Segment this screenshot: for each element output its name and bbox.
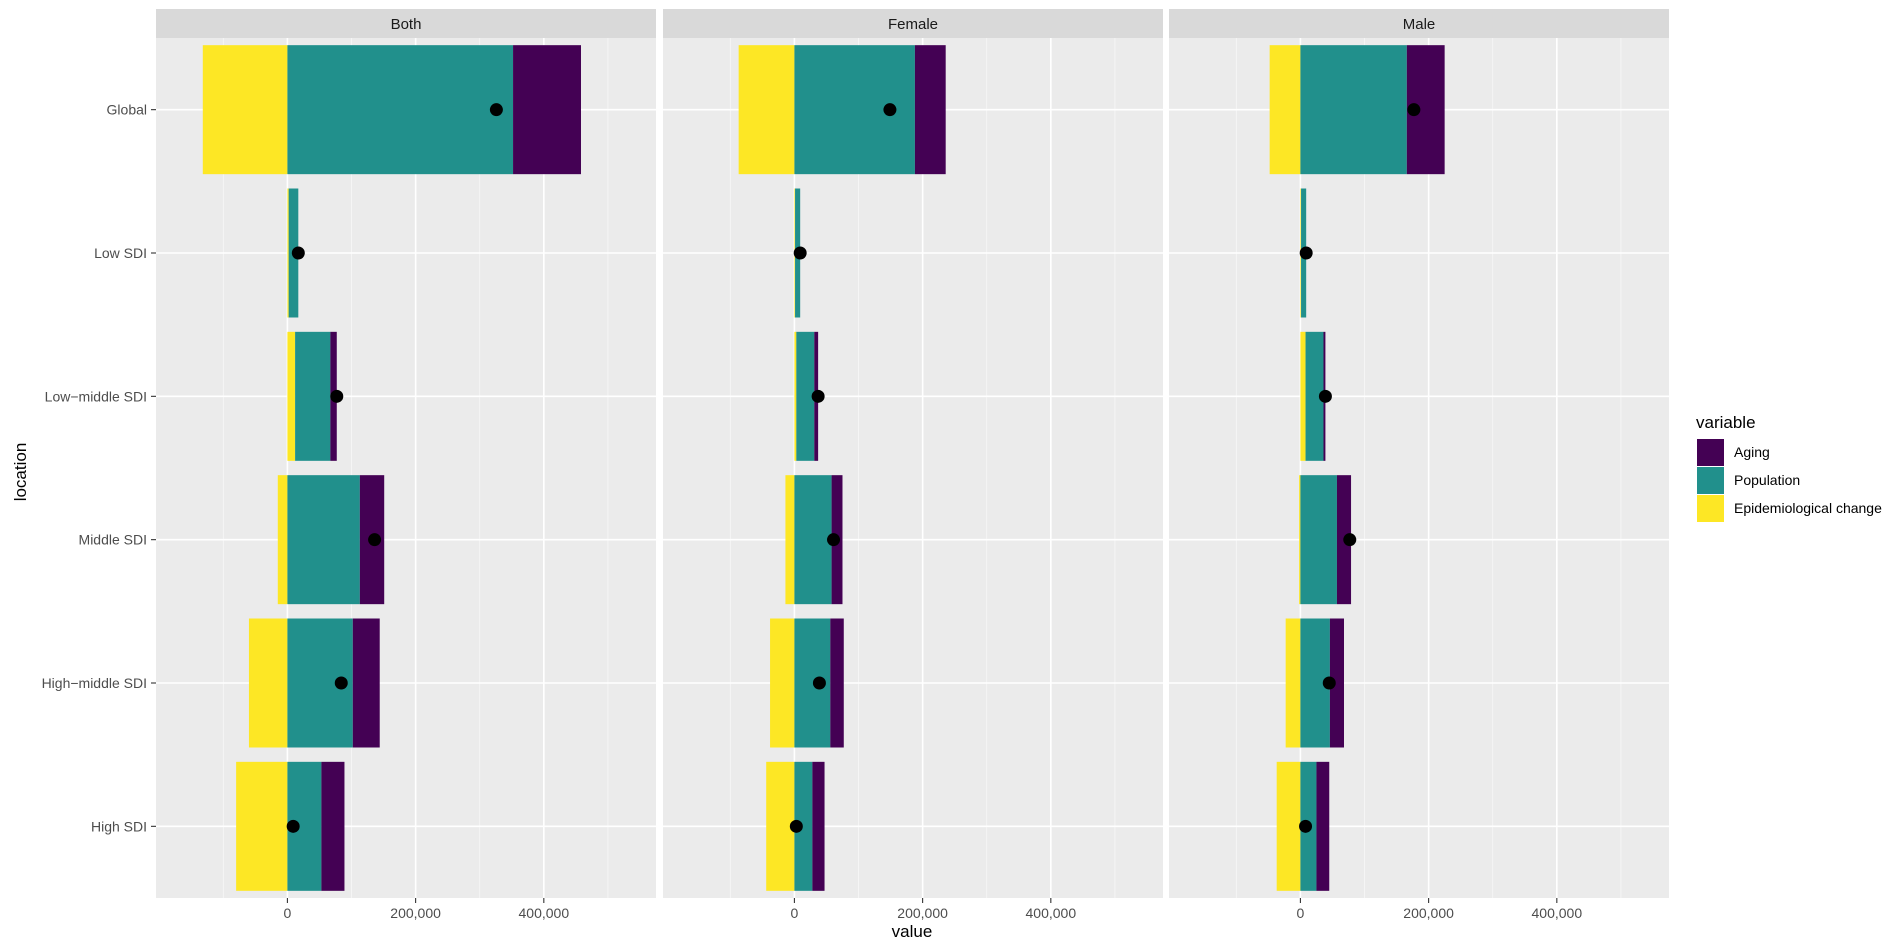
bar-aging [830, 618, 844, 748]
x-tick-label: 200,000 [897, 905, 948, 921]
facet-strip-label: Both [391, 16, 422, 33]
bar-population [1300, 45, 1407, 175]
total-point [1343, 533, 1357, 547]
bar-epidemiological-change [1276, 761, 1301, 891]
bar-aging [1329, 618, 1344, 748]
y-tick-label: Global [107, 102, 147, 118]
facet-panel-both: Both 0 200,000 400,000 [156, 9, 656, 921]
panel-background [663, 38, 1163, 898]
legend-key-aging [1697, 439, 1724, 466]
total-point [1318, 389, 1332, 403]
bar-aging [513, 45, 581, 175]
total-point [286, 819, 300, 833]
bar-epidemiological-change [1300, 331, 1306, 461]
total-point [334, 676, 348, 690]
bar-population [1300, 475, 1337, 605]
bar-population [295, 331, 331, 461]
facet-strip-label: Male [1403, 16, 1436, 33]
legend: variable Aging Population Epidemiological … [1696, 413, 1882, 522]
bar-population [794, 45, 915, 175]
total-point [368, 533, 382, 547]
bar-population [794, 761, 813, 891]
bar-epidemiological-change [738, 45, 795, 175]
total-point [812, 676, 826, 690]
bar-population [287, 475, 360, 605]
y-tick-label: Low SDI [94, 245, 147, 261]
bar-epidemiological-change [236, 761, 288, 891]
total-point [1322, 676, 1336, 690]
x-tick-label: 0 [284, 905, 292, 921]
facet-panels: Both 0 200,000 400,000 Female 0 200,000 400,000… [156, 9, 1669, 921]
bar-epidemiological-change [1285, 618, 1301, 748]
facet-panel-female: Female 0 200,000 400,000 [663, 9, 1163, 921]
total-point [811, 389, 825, 403]
legend-label-population: Population [1734, 472, 1800, 488]
x-tick-label: 400,000 [1532, 905, 1583, 921]
total-point [1407, 103, 1421, 117]
bar-epidemiological-change [770, 618, 795, 748]
bar-epidemiological-change [248, 618, 288, 748]
bar-aging [1316, 761, 1330, 891]
x-tick-label: 200,000 [1403, 905, 1454, 921]
y-axis: Global Low SDI Low−middle SDI Middle SDI Hig… [42, 102, 156, 834]
bar-population [794, 475, 832, 605]
bar-epidemiological-change [766, 761, 795, 891]
bar-epidemiological-change [202, 45, 288, 175]
facet-strip [663, 9, 1163, 38]
x-axis-title: value [892, 922, 933, 941]
bar-aging [352, 618, 380, 748]
panel-background [1169, 38, 1669, 898]
facet-strip [156, 9, 656, 38]
facet-strip-label: Female [888, 16, 938, 33]
facet-strip [1169, 9, 1669, 38]
y-axis-title: location [11, 443, 30, 502]
bar-epidemiological-change [287, 331, 296, 461]
legend-label-aging: Aging [1734, 444, 1770, 460]
bar-epidemiological-change [1269, 45, 1301, 175]
x-tick-label: 0 [791, 905, 799, 921]
y-tick-label: Middle SDI [79, 532, 147, 548]
total-point [489, 103, 503, 117]
total-point [827, 533, 841, 547]
x-tick-label: 200,000 [390, 905, 441, 921]
x-tick-label: 400,000 [1026, 905, 1077, 921]
y-tick-label: High SDI [91, 818, 147, 834]
y-tick-label: High−middle SDI [42, 675, 147, 691]
bar-epidemiological-change [277, 475, 288, 605]
y-tick-label: Low−middle SDI [45, 388, 147, 404]
bar-population [796, 331, 815, 461]
x-tick-label: 400,000 [519, 905, 570, 921]
bar-aging [914, 45, 946, 175]
total-point [789, 819, 803, 833]
total-point [1299, 246, 1313, 260]
x-tick-label: 0 [1297, 905, 1305, 921]
bar-epidemiological-change [287, 188, 289, 318]
legend-title: variable [1696, 413, 1756, 432]
bar-epidemiological-change [1299, 475, 1301, 605]
legend-key-epi [1697, 495, 1724, 522]
panel-background [156, 38, 656, 898]
bar-aging [321, 761, 345, 891]
total-point [883, 103, 897, 117]
total-point [291, 246, 305, 260]
total-point [1299, 819, 1313, 833]
bar-epidemiological-change [785, 475, 795, 605]
bar-population [287, 45, 514, 175]
total-point [330, 389, 344, 403]
bar-aging [812, 761, 825, 891]
bar-population [1305, 331, 1324, 461]
legend-key-population [1697, 467, 1724, 494]
bar-epidemiological-change [794, 331, 797, 461]
legend-label-epi: Epidemiological change [1734, 500, 1882, 516]
facet-panel-male: Male 0 200,000 400,000 [1169, 9, 1669, 921]
total-point [793, 246, 807, 260]
